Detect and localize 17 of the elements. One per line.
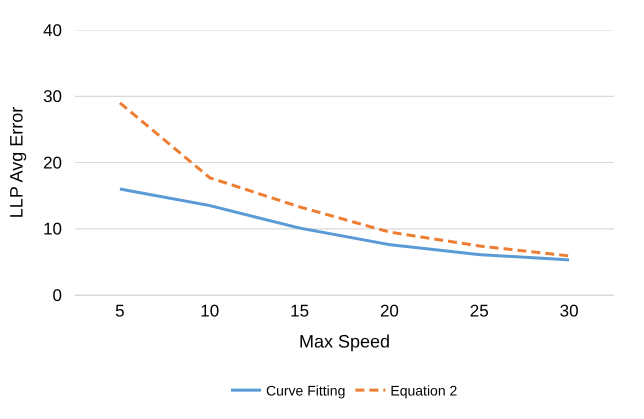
x-tick-label: 15 [290, 301, 310, 320]
x-tick-label: 5 [115, 301, 125, 320]
x-tick-label: 20 [380, 301, 399, 320]
legend-label: Equation 2 [390, 382, 458, 399]
y-tick-label: 10 [43, 220, 62, 239]
x-tick-label: 25 [470, 301, 489, 320]
y-tick-label: 40 [43, 20, 62, 40]
x-tick-label: 30 [560, 301, 579, 320]
y-tick-label: 0 [52, 286, 62, 305]
y-axis-title: LLP Avg Error [6, 106, 26, 218]
x-axis-title: Max Speed [298, 332, 390, 352]
x-tick-label: 10 [200, 301, 220, 320]
y-tick-label: 20 [43, 153, 62, 172]
line-series [118, 101, 571, 258]
legend-label: Curve Fitting [266, 382, 346, 399]
line-series [118, 188, 571, 262]
y-tick-label: 30 [43, 87, 62, 106]
